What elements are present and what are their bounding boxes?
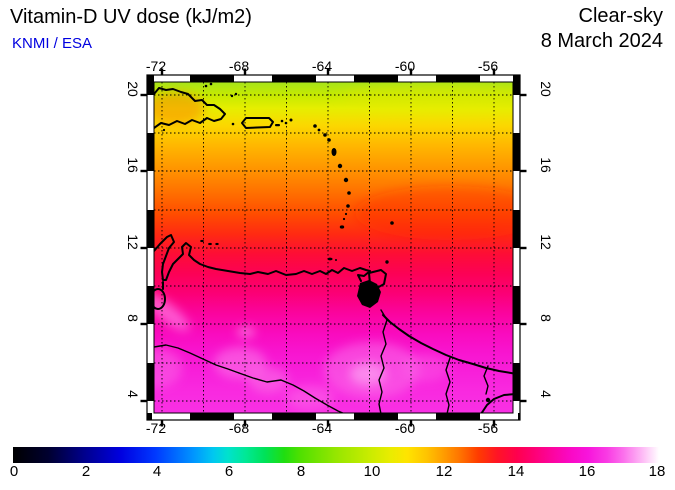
colorbar-tick: 18 bbox=[648, 463, 666, 480]
border-guyana-suriname bbox=[445, 357, 451, 413]
barbados bbox=[390, 221, 394, 225]
border-colombia-venezuela bbox=[154, 344, 240, 374]
colorbar-tick: 14 bbox=[507, 463, 525, 480]
brazil-northeast-coastline bbox=[480, 393, 513, 413]
lon-label-bottom: -68 bbox=[228, 420, 250, 436]
colorbar-tick: 2 bbox=[81, 463, 91, 480]
lat-label-right: 12 bbox=[538, 234, 554, 250]
bonaire bbox=[215, 242, 219, 246]
lat-label-left: 16 bbox=[125, 157, 141, 173]
colorbar-tick: 6 bbox=[224, 463, 234, 480]
lon-label-bottom: -64 bbox=[311, 420, 333, 436]
border-suriname-frguiana bbox=[483, 365, 489, 395]
st-kitts bbox=[323, 133, 327, 137]
guadeloupe bbox=[331, 148, 337, 156]
lat-label-right: 20 bbox=[538, 81, 554, 97]
lon-label-top: -72 bbox=[145, 58, 167, 74]
lat-label-left: 12 bbox=[125, 234, 141, 250]
south-america-coastline bbox=[154, 234, 371, 282]
colorbar-tick: 16 bbox=[578, 463, 596, 480]
lon-label-bottom: -56 bbox=[477, 420, 499, 436]
lon-label-top: -60 bbox=[394, 58, 416, 74]
colorbar bbox=[13, 447, 659, 463]
lat-label-left: 4 bbox=[125, 390, 141, 398]
guiana-coastline bbox=[382, 314, 513, 375]
coastlines bbox=[154, 87, 513, 413]
light-streak bbox=[154, 291, 190, 331]
hispaniola-high-dose-spot bbox=[154, 92, 205, 124]
antigua bbox=[327, 138, 331, 142]
data-source-label: KNMI / ESA bbox=[12, 35, 93, 52]
date-label: 8 March 2024 bbox=[540, 30, 663, 52]
lon-label-top: -64 bbox=[311, 58, 333, 74]
lat-label-left: 8 bbox=[125, 314, 141, 322]
mona-island bbox=[231, 122, 235, 126]
country-borders bbox=[154, 309, 489, 413]
tobago bbox=[385, 260, 389, 264]
sky-condition-label: Clear-sky bbox=[578, 5, 663, 27]
lat-label-right: 8 bbox=[538, 314, 554, 322]
puerto-rico-coastline bbox=[241, 117, 274, 129]
martinique bbox=[343, 177, 349, 183]
virgin-islands bbox=[280, 119, 284, 123]
colorbar-tick: 8 bbox=[296, 463, 306, 480]
curacao bbox=[208, 242, 212, 246]
lat-label-right: 16 bbox=[538, 157, 554, 173]
st-martin bbox=[313, 124, 317, 128]
lon-label-top: -68 bbox=[228, 58, 250, 74]
aruba bbox=[200, 239, 204, 243]
page-title: Vitamin-D UV dose (kJ/m2) bbox=[10, 6, 252, 28]
vieques-island bbox=[275, 124, 280, 127]
margarita bbox=[327, 257, 333, 261]
border-venezuela-brazil bbox=[238, 372, 345, 413]
grenada bbox=[339, 225, 345, 229]
lat-label-left: 20 bbox=[125, 81, 141, 97]
lon-label-top: -56 bbox=[477, 58, 499, 74]
lat-label-right: 4 bbox=[538, 390, 554, 398]
border-venezuela-guyana bbox=[378, 309, 388, 413]
map-panel bbox=[140, 68, 527, 427]
colorbar-tick: 4 bbox=[152, 463, 162, 480]
gridlines bbox=[154, 82, 513, 413]
uv-dose-field bbox=[154, 82, 513, 413]
st-lucia bbox=[347, 191, 351, 195]
colorbar-tick: 10 bbox=[363, 463, 381, 480]
lon-label-bottom: -72 bbox=[145, 420, 167, 436]
map-frame bbox=[140, 68, 527, 427]
lake-maracaibo bbox=[154, 288, 166, 310]
lon-label-bottom: -60 bbox=[394, 420, 416, 436]
hispaniola-coastline bbox=[154, 87, 226, 129]
dominica bbox=[337, 163, 343, 169]
colorbar-tick: 12 bbox=[435, 463, 453, 480]
colorbar-tick: 0 bbox=[9, 463, 19, 480]
st-vincent bbox=[346, 204, 350, 208]
axis-ticks bbox=[140, 68, 527, 427]
trinidad-coastline bbox=[368, 269, 387, 289]
